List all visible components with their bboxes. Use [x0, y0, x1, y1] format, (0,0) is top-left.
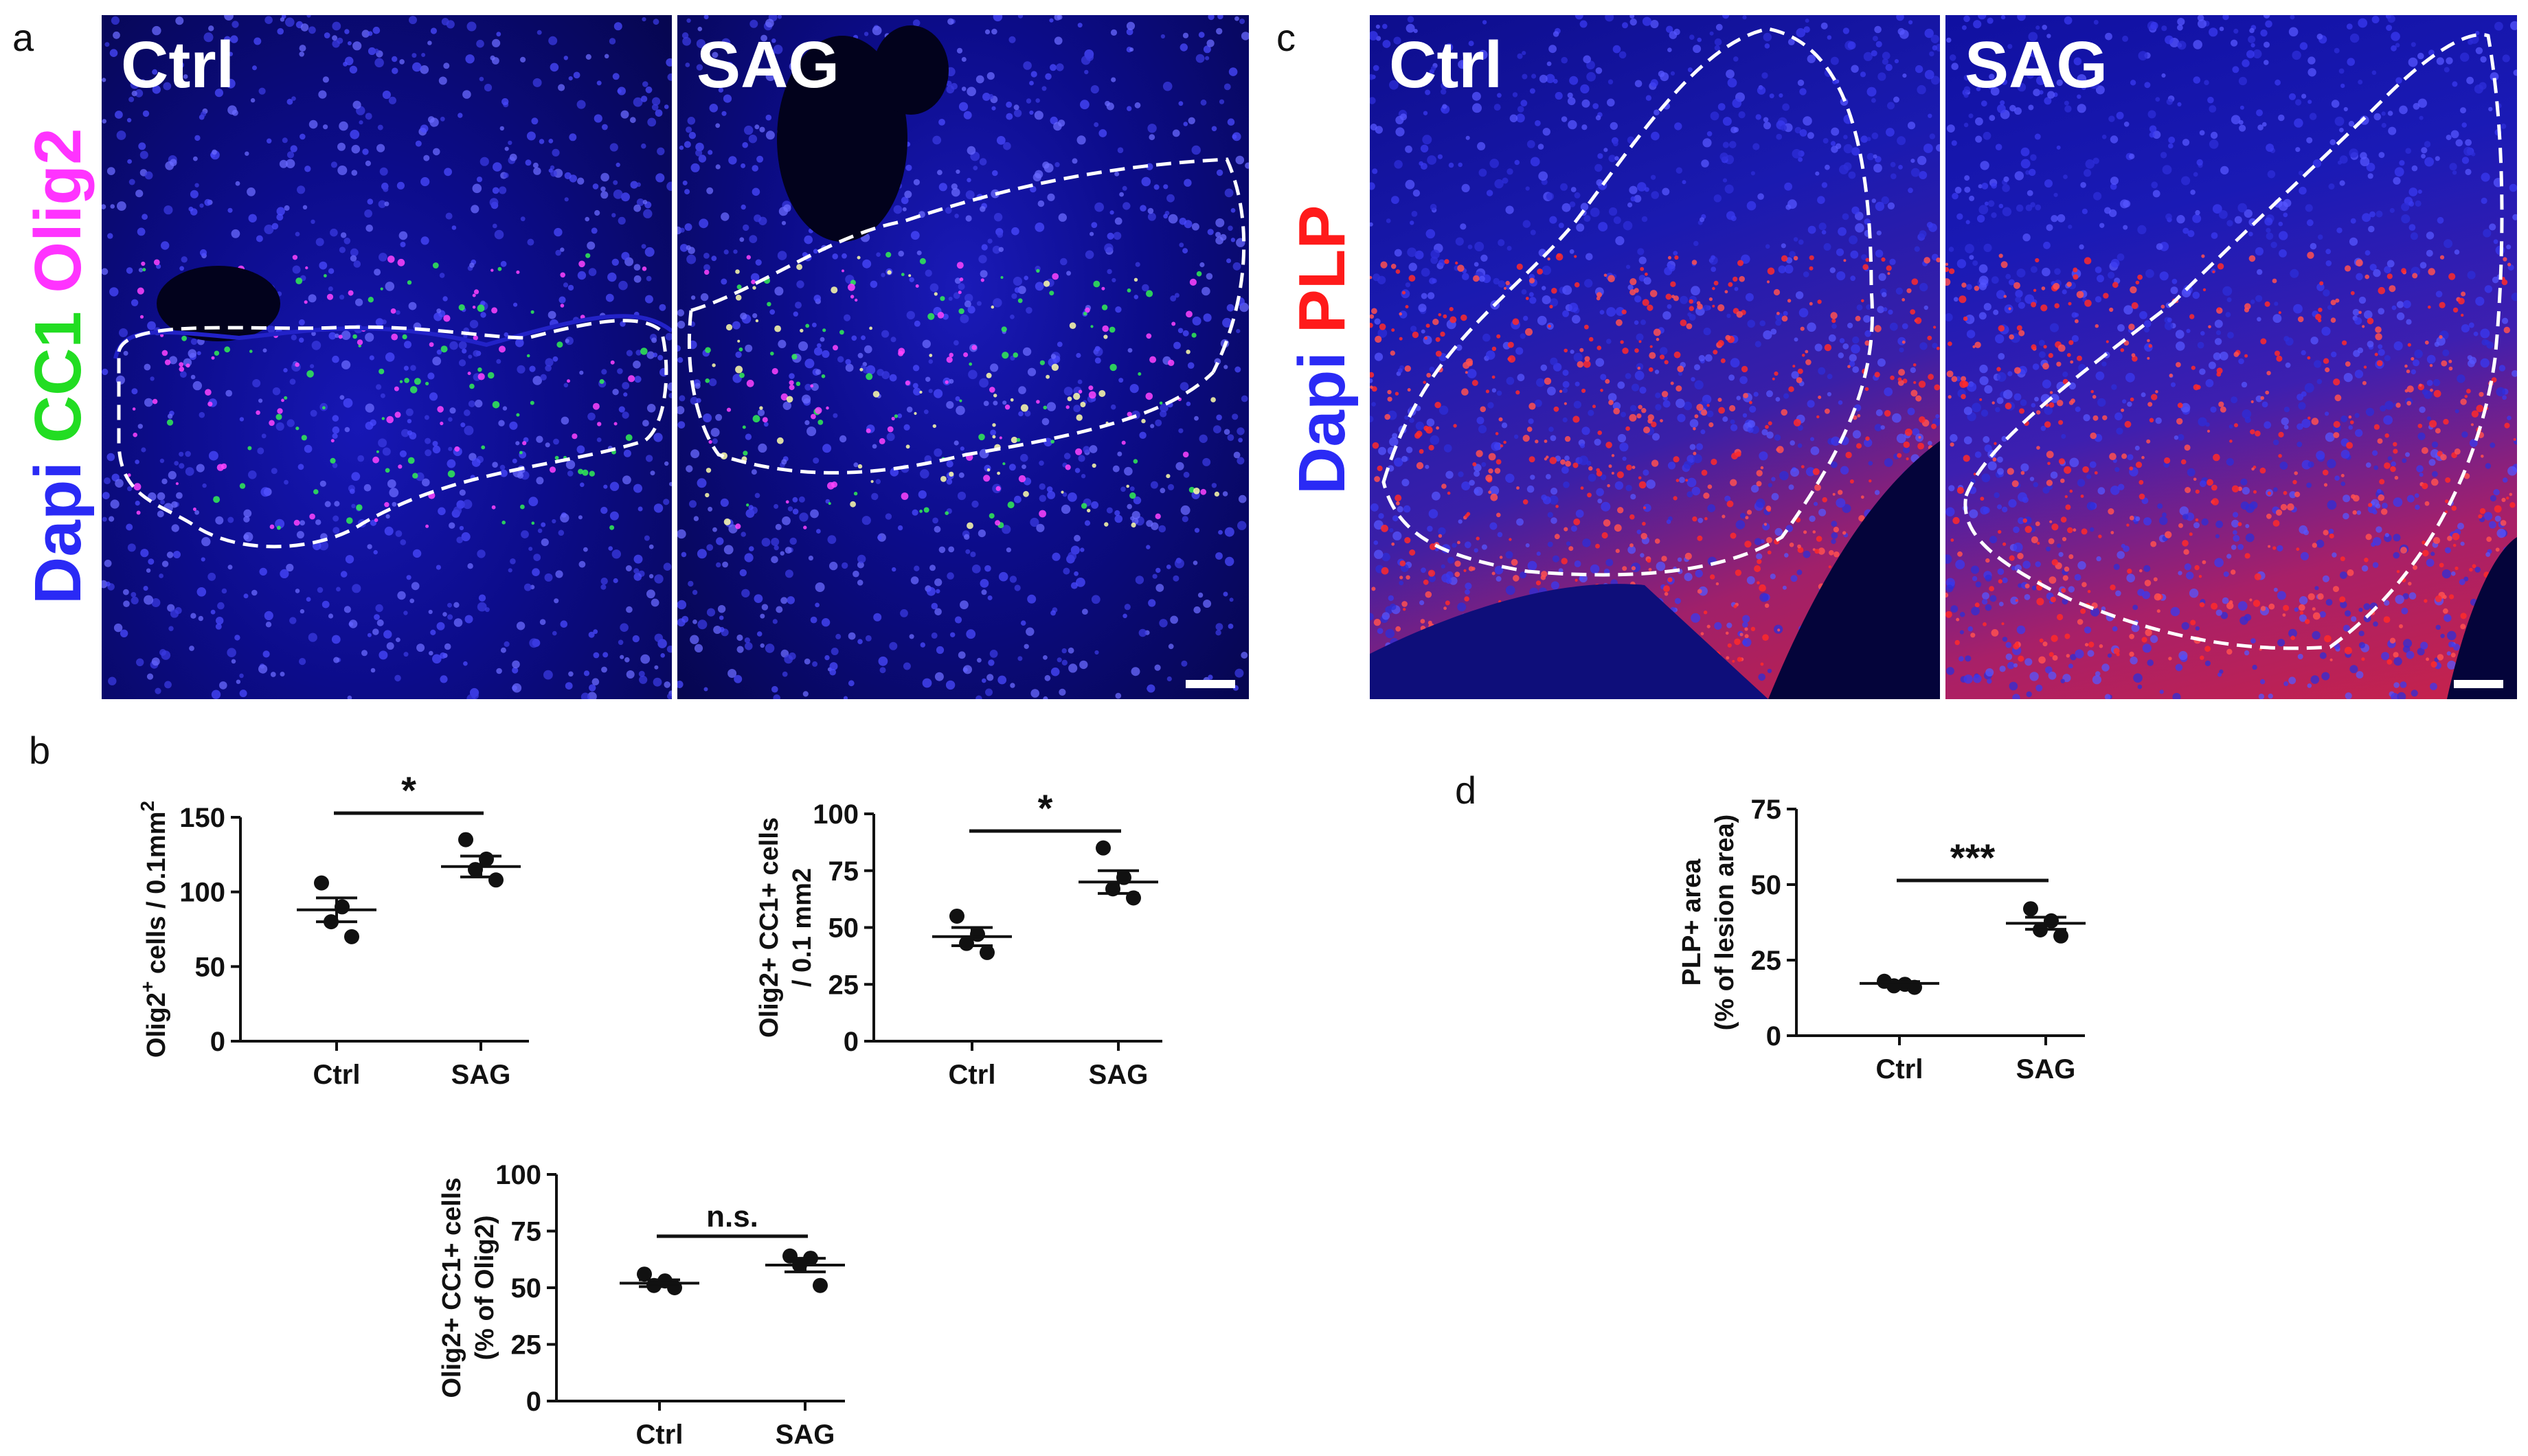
y-tick-label: 50 [195, 952, 226, 982]
y-axis-label-line1: Olig2+ CC1+ cells [755, 817, 784, 1038]
significance-label: *** [1950, 836, 1996, 879]
y-tick-label: 75 [511, 1217, 542, 1247]
data-point [344, 929, 359, 944]
data-point [782, 1248, 798, 1264]
tissue-edge [113, 314, 672, 359]
ventricle [157, 266, 280, 341]
y-axis-label-line2: / 0.1 mm2 [788, 868, 817, 987]
y-tick-label: 100 [813, 799, 859, 830]
scale-bar-c [2454, 680, 2503, 688]
data-point [949, 908, 964, 924]
cell-nuclei [677, 15, 1249, 699]
y-tick-label: 25 [1751, 946, 1782, 976]
x-tick-label: Ctrl [636, 1420, 684, 1450]
x-tick-label: SAG [2016, 1054, 2076, 1084]
chart-b3: 0 25 50 75 100 Ctrl SAG n.s. Olig2+ CC1+ cells (%… [438, 1160, 845, 1450]
y-axis-label-line1: Olig2+ CC1+ cells [438, 1177, 466, 1398]
panel-letter-d: d [1455, 769, 1477, 812]
micrograph-label-c-sag: SAG [1965, 28, 2108, 102]
y-tick-label: 100 [179, 878, 225, 908]
y-tick-label: 150 [179, 803, 225, 833]
tissue-sag-a [677, 15, 1249, 699]
data-point [2023, 901, 2038, 917]
y-tick-label: 50 [828, 913, 859, 944]
data-point [813, 1277, 828, 1293]
cell-nuclei [102, 15, 672, 699]
y-tick-label: 75 [828, 856, 859, 887]
data-point [314, 875, 329, 891]
micrograph-label-c-ctrl: Ctrl [1389, 28, 1503, 102]
x-tick-label: SAG [1089, 1060, 1149, 1090]
y-axis-label-line1: PLP+ area [1678, 858, 1706, 986]
background-region [2447, 537, 2517, 699]
tissue-ctrl-c [1370, 15, 1940, 699]
scale-bar [1186, 680, 1235, 688]
lesion-outline-lower [687, 310, 1215, 475]
y-axis-label-line2: (% of lesion area) [1711, 815, 1739, 1031]
x-tick-label: Ctrl [1876, 1054, 1923, 1084]
y-tick-label: 0 [210, 1027, 225, 1057]
panel-letter-c: c [1276, 16, 1296, 59]
data-point [488, 872, 504, 888]
lower-region [1370, 584, 1768, 699]
y-tick-label: 0 [1766, 1021, 1781, 1051]
x-tick-label: SAG [776, 1420, 835, 1450]
data-point [637, 1266, 652, 1282]
data-point [959, 935, 974, 951]
lesion-outline [690, 157, 1246, 374]
significance-label: n.s. [706, 1200, 758, 1233]
panel-letter-a: a [12, 16, 34, 59]
data-point [2053, 928, 2068, 944]
ventricle-2 [873, 25, 949, 115]
y-tick-label: 100 [495, 1160, 541, 1190]
data-point [458, 832, 473, 848]
x-tick-label: Ctrl [949, 1060, 996, 1090]
x-tick-label: Ctrl [313, 1060, 361, 1090]
background-region [1768, 441, 1940, 699]
y-tick-label: 25 [828, 970, 859, 1000]
micrograph-a-sag: SAG [677, 15, 1249, 699]
micrograph-c-sag: SAG [1945, 15, 2517, 699]
y-tick-label: 25 [511, 1330, 542, 1361]
data-point [970, 926, 985, 942]
significance-label: * [401, 769, 416, 812]
micrograph-label-a-sag: SAG [697, 28, 840, 102]
lesion-outline [1963, 33, 2504, 650]
y-tick-label: 0 [526, 1387, 541, 1417]
y-tick-label: 0 [844, 1027, 859, 1057]
lesion-outline [117, 319, 668, 549]
data-point [1096, 840, 1111, 856]
chart-d: 0 25 50 75 Ctrl SAG *** PLP+ area (% of lesion a… [1678, 795, 2086, 1084]
tissue-ctrl-a [102, 15, 672, 699]
y-tick-label: 75 [1751, 795, 1782, 825]
y-axis-label: Olig2+ cells / 0.1mm2 [137, 801, 171, 1058]
micrograph-a-ctrl: Ctrl [102, 15, 672, 699]
data-point [980, 944, 995, 960]
y-tick-label: 50 [1751, 870, 1782, 900]
micrograph-c-ctrl: Ctrl [1370, 15, 1940, 699]
y-tick-label: 50 [511, 1273, 542, 1304]
micrograph-label-a-ctrl: Ctrl [121, 28, 235, 102]
y-axis-label-line2: (% of Olig2) [471, 1215, 499, 1360]
ventricle [777, 36, 907, 242]
tissue-sag-c [1945, 15, 2517, 699]
panel-letter-b: b [29, 729, 51, 772]
x-tick-label: SAG [451, 1060, 511, 1090]
chart-b1: 0 50 100 150 Ctrl SAG * Olig2+ cells / 0.1mm2 [137, 769, 529, 1090]
significance-label: * [1038, 786, 1053, 830]
lesion-outline [1381, 27, 1874, 577]
chart-b2: 0 25 50 75 100 Ctrl SAG * Olig2+ CC1+ cells/ 0.1… [755, 786, 1162, 1090]
